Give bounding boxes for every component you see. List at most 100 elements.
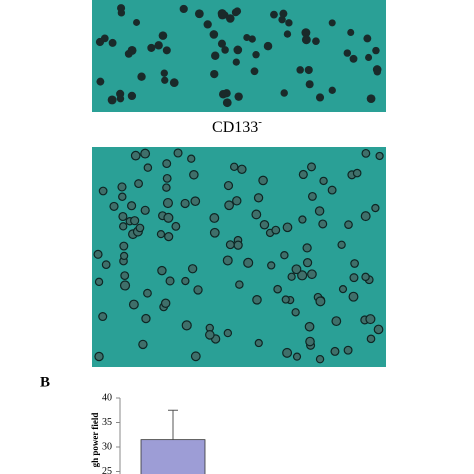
cell [298,169,308,180]
cell [101,260,111,270]
cell [164,232,174,242]
cell [187,264,198,274]
y-axis-label: gh power field [90,413,100,468]
cell [271,225,281,235]
cell [360,211,371,222]
cell [315,93,325,102]
cell [301,35,311,45]
cell [190,196,201,207]
cell [243,257,254,268]
cell [162,173,172,183]
bar [140,439,206,474]
cell [282,222,293,233]
cell [305,80,314,89]
cell [292,352,302,361]
cell [222,98,232,108]
cell [209,227,220,238]
cell [94,277,104,287]
cell [189,170,199,180]
cell [231,8,240,17]
cell [348,291,359,302]
cell [280,251,289,260]
cell [259,220,270,230]
cell [107,95,117,105]
cell [349,54,358,63]
cell [233,45,243,55]
cell [140,148,151,159]
cell [117,182,127,192]
cell [119,280,131,291]
cell [130,216,140,226]
cell [134,179,143,189]
cell [205,330,215,340]
image-label: CD133- [212,116,262,136]
cell [162,46,171,55]
y-tick-label: 35 [102,417,112,428]
image-label-sup: - [258,116,262,128]
cell [217,9,227,19]
cell [252,295,262,305]
cell [314,206,325,216]
cell [143,163,153,172]
cell [163,212,174,223]
cell [297,270,308,281]
cell [366,334,376,344]
y-tick-label: 30 [102,441,112,452]
cell [96,77,105,86]
cell [283,30,292,38]
cell [307,191,317,201]
image-label-main: CD133 [212,119,258,136]
cell [117,9,126,17]
cell [171,221,181,231]
cell [217,39,226,48]
cell [267,261,276,270]
cell [315,354,325,364]
cell [162,197,173,209]
cell [365,53,373,61]
cell [251,209,262,220]
cell [371,203,380,213]
cell [94,351,104,362]
panel-label: B [40,374,50,390]
cell [250,67,259,76]
cell [118,211,128,222]
cell [352,168,362,178]
cell [203,20,212,29]
cell [349,273,359,283]
cell [291,264,302,275]
cell [263,41,273,51]
cell [98,186,108,196]
cell [315,296,326,307]
cell [281,295,290,304]
cell [279,9,288,18]
cell [253,193,264,203]
cell [223,180,234,191]
cell [190,351,201,362]
cell [327,185,337,195]
cell [282,347,293,358]
cell [187,154,196,163]
cell [312,37,320,46]
cell [193,285,203,295]
cell [120,271,130,281]
cell [98,311,108,322]
cell [209,30,219,39]
cell [233,240,243,250]
cell [141,313,151,324]
cell [118,192,127,202]
cell [305,336,315,347]
cell [328,19,336,27]
cell [365,314,376,325]
cell [225,240,235,250]
cell [302,243,312,253]
cell [127,91,137,101]
cell [252,51,260,59]
cell [108,38,117,47]
cell [222,255,233,266]
cell [331,316,342,327]
cell [237,164,247,175]
cell [162,183,171,192]
cell [124,49,133,58]
cell [296,66,304,74]
cells-top [95,4,382,108]
